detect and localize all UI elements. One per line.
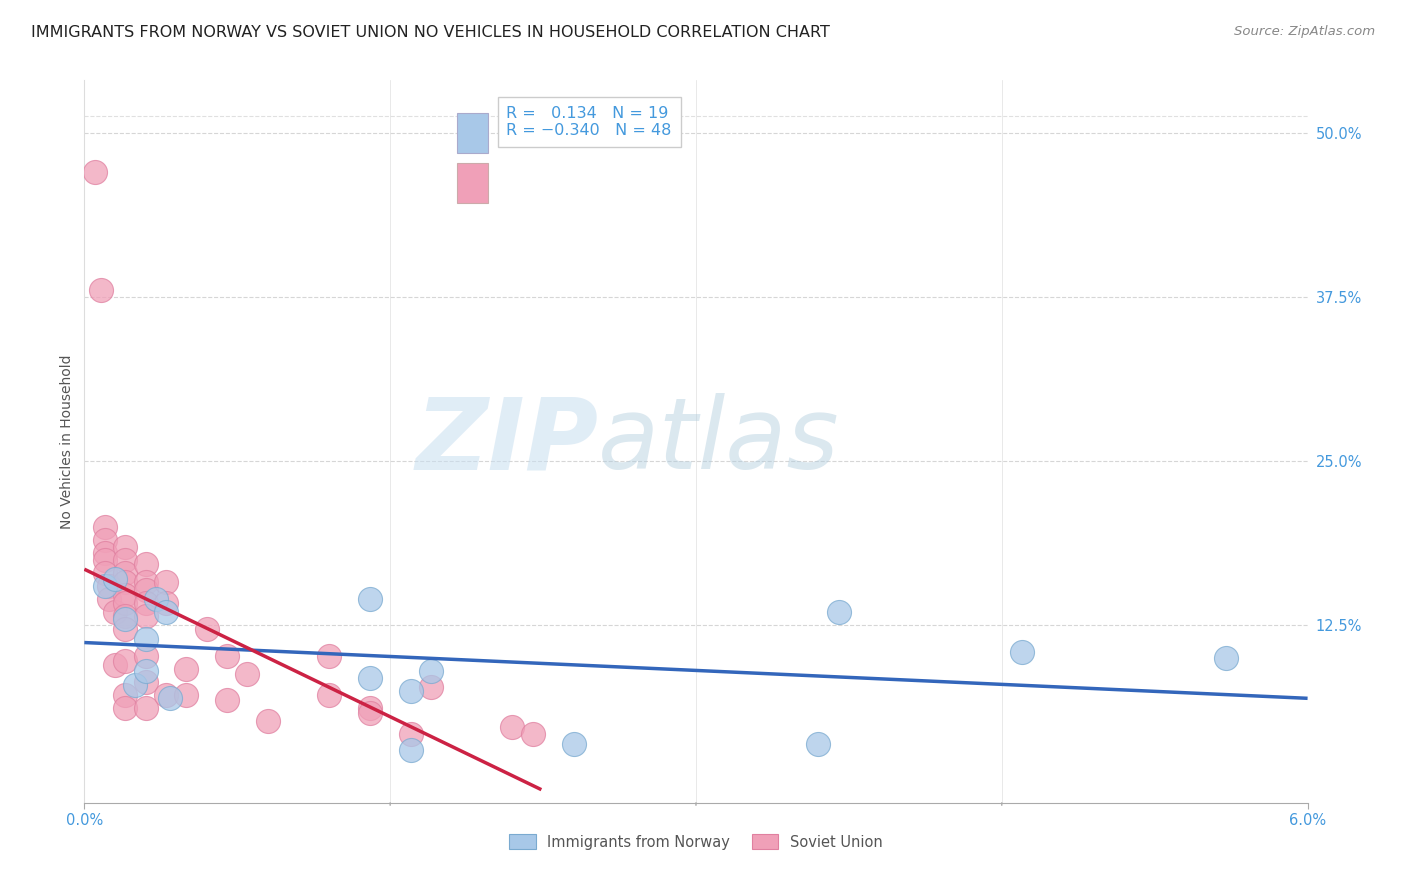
Point xyxy=(135,609,157,624)
FancyBboxPatch shape xyxy=(457,163,488,203)
Point xyxy=(176,662,198,676)
Point xyxy=(359,671,381,685)
Point xyxy=(145,592,167,607)
FancyBboxPatch shape xyxy=(457,112,488,153)
Point xyxy=(104,657,127,672)
Point xyxy=(93,553,117,567)
Point xyxy=(420,665,443,679)
Point xyxy=(93,520,117,534)
Point xyxy=(114,596,136,610)
Point xyxy=(359,706,381,721)
Point xyxy=(135,557,157,571)
Point xyxy=(135,665,157,679)
Point xyxy=(93,579,117,593)
Point xyxy=(104,573,127,587)
Point xyxy=(502,720,524,734)
Point xyxy=(135,582,157,597)
Point xyxy=(97,579,120,593)
Point xyxy=(399,743,422,757)
Point xyxy=(90,284,112,298)
Point xyxy=(114,575,136,590)
Point xyxy=(104,605,127,619)
Legend: Immigrants from Norway, Soviet Union: Immigrants from Norway, Soviet Union xyxy=(502,827,890,857)
Point xyxy=(257,714,280,729)
Point xyxy=(236,667,259,681)
Point xyxy=(135,648,157,663)
Point xyxy=(93,546,117,560)
Point xyxy=(155,688,177,702)
Point xyxy=(217,648,239,663)
Point xyxy=(114,623,136,637)
Point xyxy=(135,632,157,646)
Point xyxy=(1215,651,1237,665)
Point xyxy=(124,677,146,691)
Point xyxy=(93,533,117,547)
Text: Source: ZipAtlas.com: Source: ZipAtlas.com xyxy=(1234,25,1375,38)
Text: ZIP: ZIP xyxy=(415,393,598,490)
Point xyxy=(114,553,136,567)
Point xyxy=(1011,645,1033,659)
Point xyxy=(155,575,177,590)
Point xyxy=(114,654,136,668)
Point xyxy=(318,648,340,663)
Point xyxy=(217,693,239,707)
Y-axis label: No Vehicles in Household: No Vehicles in Household xyxy=(60,354,75,529)
Point xyxy=(114,540,136,554)
Point xyxy=(93,566,117,580)
Point xyxy=(359,592,381,607)
Point xyxy=(420,680,443,694)
Point xyxy=(195,623,218,637)
Point xyxy=(114,701,136,715)
Point xyxy=(399,684,422,698)
Point xyxy=(83,165,105,179)
Point xyxy=(359,701,381,715)
Point xyxy=(159,690,181,705)
Point xyxy=(114,688,136,702)
Point xyxy=(97,592,120,607)
Point xyxy=(114,566,136,580)
Point xyxy=(522,727,544,741)
Point xyxy=(399,727,422,741)
Text: R =   0.134   N = 19
R = −0.340   N = 48: R = 0.134 N = 19 R = −0.340 N = 48 xyxy=(506,105,672,138)
Point xyxy=(135,596,157,610)
Point xyxy=(135,701,157,715)
Point xyxy=(155,605,177,619)
Text: IMMIGRANTS FROM NORWAY VS SOVIET UNION NO VEHICLES IN HOUSEHOLD CORRELATION CHAR: IMMIGRANTS FROM NORWAY VS SOVIET UNION N… xyxy=(31,25,830,40)
Point xyxy=(807,737,830,751)
Point xyxy=(114,612,136,626)
Point xyxy=(176,688,198,702)
Text: atlas: atlas xyxy=(598,393,839,490)
Point xyxy=(135,675,157,690)
Point xyxy=(114,609,136,624)
Point xyxy=(155,596,177,610)
Point xyxy=(114,588,136,602)
Point xyxy=(318,688,340,702)
Point xyxy=(135,575,157,590)
Point xyxy=(828,605,851,619)
Point xyxy=(562,737,585,751)
